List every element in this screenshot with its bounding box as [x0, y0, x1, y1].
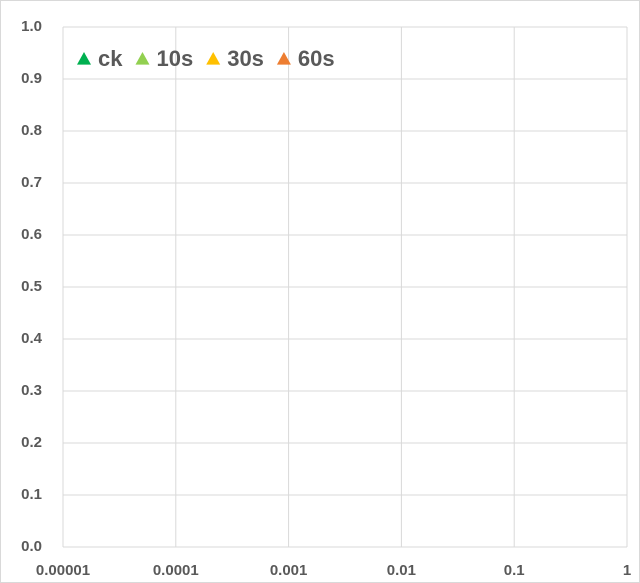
y-tick-label: 1.0 [21, 18, 42, 35]
x-tick-label: 0.001 [270, 562, 308, 579]
x-tick-label: 0.0001 [153, 562, 199, 579]
x-tick-label: 0.00001 [36, 562, 90, 579]
legend-label: 10s [156, 46, 193, 71]
legend-marker [276, 52, 291, 65]
legend-label: 60s [298, 46, 335, 71]
y-tick-label: 0.2 [21, 434, 42, 451]
y-tick-label: 0.5 [21, 278, 42, 295]
y-tick-label: 0.7 [21, 174, 42, 191]
y-tick-label: 0.6 [21, 226, 42, 243]
legend-marker [135, 52, 150, 65]
legend-label: 30s [227, 46, 264, 71]
legend-label: ck [98, 46, 123, 71]
y-tick-label: 0.3 [21, 382, 42, 399]
legend-marker [77, 52, 91, 65]
legend-marker [206, 52, 221, 65]
x-tick-label: 0.01 [387, 562, 416, 579]
y-tick-label: 0.8 [21, 122, 42, 139]
y-tick-label: 0.9 [21, 70, 42, 87]
x-tick-label: 0.1 [504, 562, 525, 579]
y-tick-label: 0.4 [21, 330, 43, 347]
x-tick-label: 1 [623, 562, 631, 579]
y-tick-label: 0.1 [21, 486, 42, 503]
y-tick-label: 0.0 [21, 538, 42, 555]
